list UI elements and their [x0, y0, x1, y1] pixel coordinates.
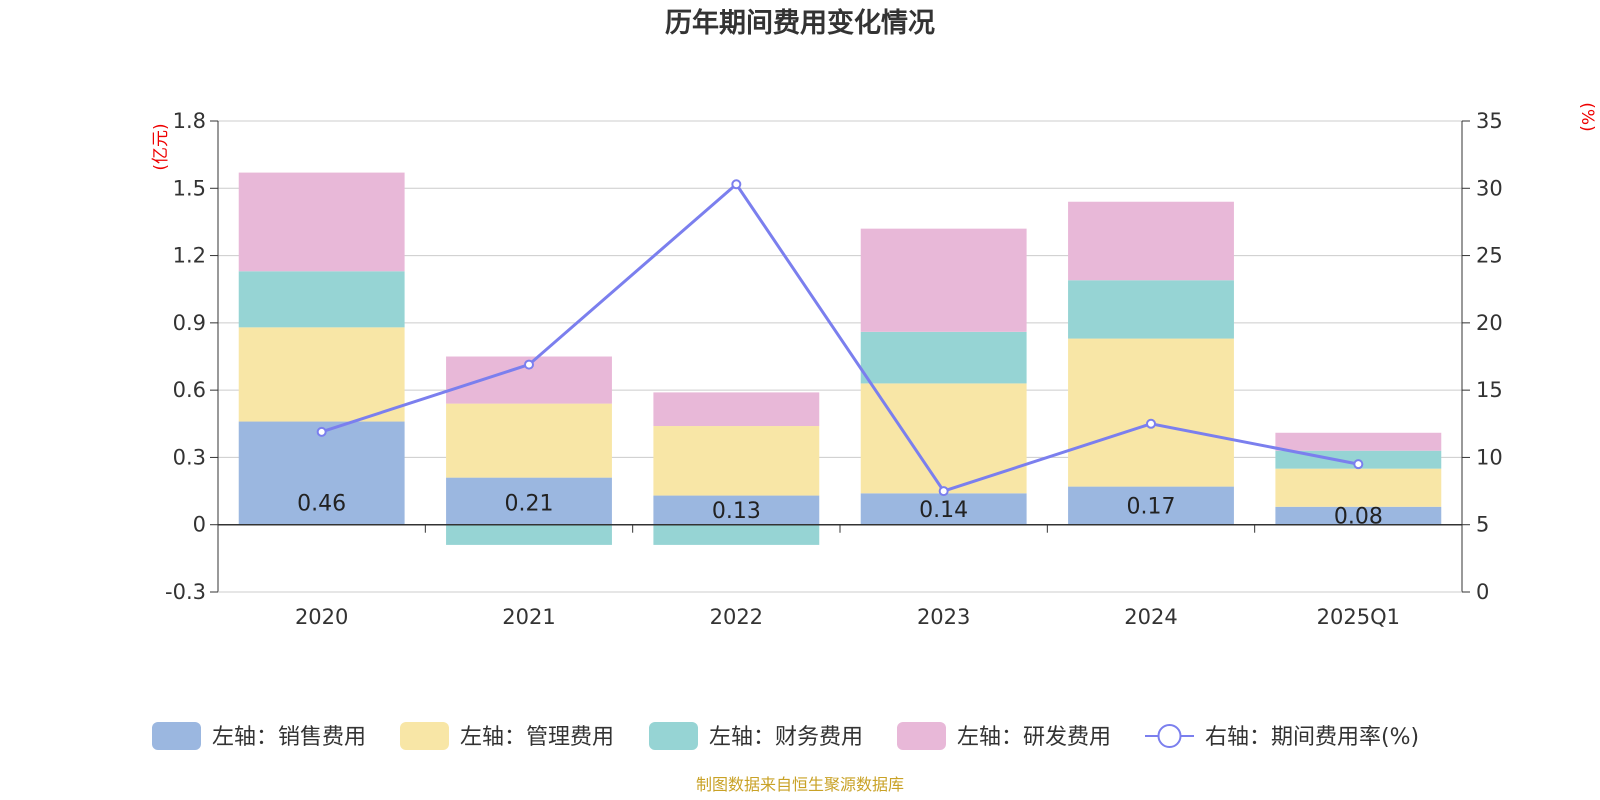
bar-segment[interactable] [238, 271, 405, 328]
category-label: 2021 [502, 605, 555, 629]
axes: -0.3 0 0.3 0.6 0.9 1.2 1.5 1.8 0 5 10 15 20 25 30 35 202… [165, 109, 1503, 629]
bar-segment[interactable] [860, 331, 1027, 384]
rate-line-series [316, 179, 1364, 497]
category-label: 2025Q1 [1317, 605, 1400, 629]
right-tick-label: 0 [1476, 580, 1489, 604]
legend-swatch [400, 722, 449, 750]
right-tick-label: 15 [1476, 378, 1503, 402]
data-label: 0.14 [919, 498, 968, 523]
bar-segment[interactable] [1068, 486, 1234, 525]
rate-point[interactable] [938, 486, 949, 497]
bar-series [238, 172, 1442, 545]
right-tick-label: 25 [1476, 244, 1503, 268]
bar-segment[interactable] [1275, 506, 1442, 525]
data-label: 0.46 [297, 492, 346, 517]
bar-segment[interactable] [653, 524, 820, 545]
left-tick-label: 0.6 [173, 378, 206, 402]
bar-segment[interactable] [653, 426, 820, 496]
left-tick-label: 1.8 [173, 109, 206, 133]
legend-swatch [897, 722, 946, 750]
left-tick-label: 0 [193, 513, 206, 537]
left-tick-label: -0.3 [165, 580, 206, 604]
bar-segment[interactable] [446, 524, 612, 545]
bar-segment[interactable] [446, 477, 612, 525]
rate-point[interactable] [1353, 459, 1364, 470]
right-tick-label: 5 [1476, 513, 1489, 537]
legend-label: 左轴：研发费用 [957, 725, 1111, 750]
legend-item[interactable]: 左轴：销售费用 [152, 722, 366, 750]
right-tick-label: 35 [1476, 109, 1503, 133]
bar-segment[interactable] [238, 421, 405, 525]
rate-point[interactable] [316, 426, 327, 437]
bar-segment[interactable] [653, 495, 820, 525]
bar-segment[interactable] [1068, 338, 1234, 487]
data-labels: 0.46 0.21 0.13 0.14 0.17 0.08 [297, 492, 1383, 530]
legend-item[interactable]: 左轴：财务费用 [649, 722, 863, 750]
bar-segment[interactable] [238, 327, 405, 422]
rate-point[interactable] [731, 179, 742, 190]
legend-swatch [649, 722, 698, 750]
right-tick-label: 30 [1476, 176, 1503, 200]
left-tick-label: 1.2 [173, 244, 206, 268]
legend-label: 左轴：管理费用 [460, 725, 614, 750]
category-label: 2023 [917, 605, 970, 629]
category-label: 2022 [710, 605, 763, 629]
bar-segment[interactable] [860, 228, 1027, 332]
bar-segment[interactable] [1068, 280, 1234, 339]
data-label: 0.13 [712, 499, 761, 524]
bar-segment[interactable] [653, 392, 820, 427]
category-label: 2024 [1124, 605, 1177, 629]
gridlines [218, 120, 1462, 593]
legend-swatch [152, 722, 201, 750]
left-tick-label: 0.9 [173, 311, 206, 335]
rate-line [321, 182, 1359, 493]
left-tick-label: 0.3 [173, 445, 206, 469]
legend-item[interactable]: 左轴：研发费用 [897, 722, 1111, 750]
rate-point[interactable] [524, 359, 534, 370]
bar-segment[interactable] [1068, 201, 1234, 281]
bar-segment[interactable] [238, 172, 405, 272]
data-label: 0.21 [505, 492, 554, 517]
legend-item[interactable]: 右轴：期间费用率(%) [1145, 724, 1419, 750]
rate-point[interactable] [1146, 418, 1156, 429]
legend-item[interactable]: 左轴：管理费用 [400, 722, 614, 750]
source-note: 制图数据来自恒生聚源数据库 [696, 775, 904, 794]
bar-segment[interactable] [1275, 432, 1442, 451]
legend-marker [1157, 724, 1182, 748]
left-axis-unit: (亿元) [151, 123, 171, 170]
right-axis-unit: (%) [1577, 102, 1597, 131]
legend[interactable]: 左轴：销售费用 左轴：管理费用 左轴：财务费用 左轴：研发费用 右轴：期间费用率(%) [152, 722, 1419, 750]
chart-title: 历年期间费用变化情况 [665, 7, 935, 39]
legend-label: 右轴：期间费用率(%) [1205, 725, 1419, 750]
data-label: 0.08 [1334, 505, 1383, 530]
right-tick-label: 10 [1476, 445, 1503, 469]
bar-segment[interactable] [860, 493, 1027, 525]
right-tick-label: 20 [1476, 311, 1503, 335]
category-label: 2020 [295, 605, 348, 629]
left-tick-label: 1.5 [173, 176, 206, 200]
legend-label: 左轴：销售费用 [212, 725, 366, 750]
bar-segment[interactable] [860, 383, 1027, 494]
bar-segment[interactable] [446, 403, 612, 478]
data-label: 0.17 [1127, 495, 1176, 520]
legend-label: 左轴：财务费用 [709, 725, 863, 750]
bar-segment[interactable] [1275, 468, 1442, 507]
